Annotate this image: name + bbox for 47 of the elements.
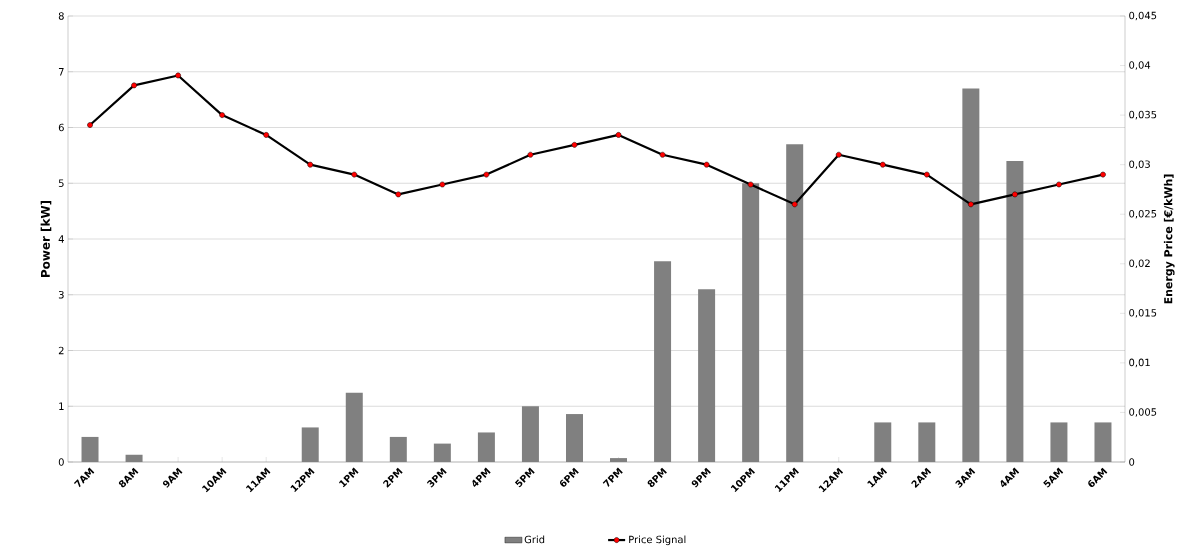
- point: [615, 132, 622, 138]
- point: [175, 72, 181, 79]
- point: [968, 201, 974, 208]
- point: [87, 122, 93, 128]
- point: [923, 171, 930, 178]
- legend-label: Grid: [524, 535, 545, 544]
- y2-tick-label: 0: [1129, 458, 1135, 466]
- y-tick-label: 2: [58, 346, 64, 355]
- point: [659, 151, 666, 158]
- y2-tick-label: 0,01: [1129, 358, 1150, 368]
- point: [703, 161, 710, 168]
- y-tick-label: 6: [58, 123, 64, 132]
- y2-tick-label: 0,035: [1129, 110, 1157, 120]
- point: [439, 181, 446, 188]
- y-tick-label: 4: [58, 235, 64, 243]
- point: [483, 171, 490, 178]
- point: [1012, 191, 1018, 198]
- y-tick-label: 8: [58, 12, 64, 20]
- point: [219, 112, 225, 118]
- point: [527, 151, 534, 158]
- point: [879, 161, 886, 168]
- point: [263, 132, 270, 138]
- y2-tick-label: 0,04: [1129, 61, 1151, 70]
- point: [747, 181, 754, 188]
- y-tick-label: 3: [58, 290, 64, 299]
- y-tick-label: 5: [58, 179, 64, 187]
- point: [1056, 181, 1062, 188]
- y-axis-title: Power [kW]: [40, 200, 52, 278]
- point: [395, 191, 402, 198]
- point: [1100, 171, 1106, 178]
- y2-tick-label: 0,045: [1129, 11, 1157, 21]
- point: [571, 142, 578, 148]
- y2-tick-label: 0,015: [1129, 309, 1157, 318]
- y-tick-label: 0: [58, 458, 64, 466]
- y2-axis-title: Energy Price [€/kWh]: [1163, 174, 1175, 304]
- point: [307, 161, 314, 168]
- point: [835, 151, 842, 158]
- y2-tick-label: 0,025: [1129, 209, 1157, 219]
- y-tick-label: 1: [59, 402, 64, 410]
- y2-tick-label: 0,005: [1129, 408, 1157, 417]
- y-tick-label: 7: [58, 68, 64, 76]
- y2-tick-label: 0,02: [1129, 259, 1150, 269]
- point: [351, 171, 358, 178]
- point: [791, 201, 798, 208]
- point: [131, 82, 137, 89]
- y2-tick-label: 0,03: [1129, 160, 1150, 169]
- legend-label: Price Signal: [629, 535, 686, 546]
